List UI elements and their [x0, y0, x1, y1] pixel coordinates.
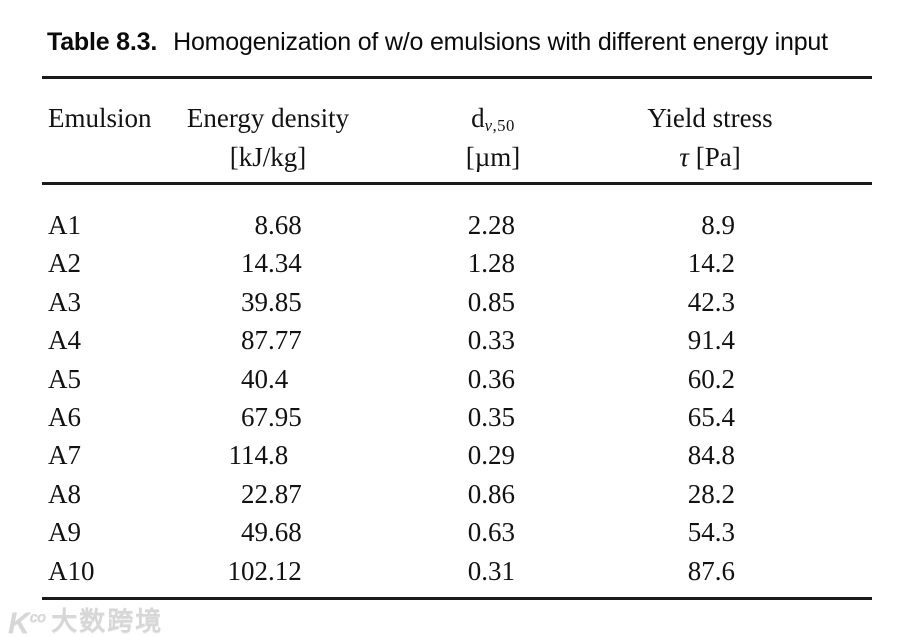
cell-yield-stress: 91.4 — [687, 325, 735, 356]
table-row: A5 40.4 0.36 60.2 — [42, 360, 872, 398]
cell-filler — [820, 283, 872, 321]
cell-filler — [820, 436, 872, 474]
table-title-text: Homogenization of w/o emulsions with dif… — [173, 28, 828, 56]
cell-filler — [820, 513, 872, 551]
cell-energy-density: 40.4 — [241, 363, 289, 394]
table-caption: Table 8.3. Homogenization of w/o emulsion… — [47, 26, 877, 58]
cell-emulsion: A3 — [48, 286, 81, 317]
cell-emulsion: A1 — [48, 210, 81, 240]
header-emulsion-spacer — [48, 138, 150, 177]
cell-energy-density: 14.34 — [241, 248, 302, 279]
cell-energy-density: 114.8 — [228, 440, 289, 471]
cell-emulsion: A2 — [48, 248, 81, 279]
cell-dv50: 0.63 — [467, 517, 515, 548]
cell-emulsion: A10 — [48, 555, 95, 586]
cell-energy-density: 8.68 — [254, 210, 302, 240]
cell-yield-stress: 60.2 — [687, 363, 735, 394]
cell-filler — [820, 552, 872, 590]
cell-energy-density: 87.77 — [241, 325, 302, 356]
cell-yield-stress: 84.8 — [687, 440, 735, 471]
top-rule — [42, 76, 872, 79]
tau-symbol: τ — [679, 142, 689, 172]
cell-filler — [820, 206, 872, 244]
cell-emulsion: A7 — [48, 440, 81, 471]
header-dv50-unit: [µm] — [465, 142, 521, 172]
table-row: A2 14.34 1.28 14.2 — [42, 244, 872, 282]
cell-yield-stress: 54.3 — [687, 517, 735, 548]
cell-dv50: 0.35 — [467, 401, 515, 432]
cell-emulsion: A9 — [48, 517, 81, 548]
cell-yield-stress: 8.9 — [701, 210, 735, 240]
watermark-logo-icon: Kco — [8, 607, 46, 637]
cell-filler — [820, 398, 872, 436]
watermark: Kco 大数跨境 — [8, 603, 163, 637]
cell-energy-density: 49.68 — [241, 517, 302, 548]
header-yield-stress-label: Yield stress — [647, 103, 773, 133]
cell-emulsion: A4 — [48, 325, 81, 356]
table-header: Emulsion Energy density [kJ/kg] dv,50 [µ… — [42, 99, 872, 177]
cell-filler — [820, 475, 872, 513]
header-energy-density-unit: [kJ/kg] — [229, 142, 307, 172]
cell-energy-density: 102.12 — [227, 555, 302, 586]
header-energy-density-label: Energy density — [186, 103, 350, 133]
cell-filler — [820, 244, 872, 282]
cell-dv50: 1.28 — [467, 248, 515, 279]
header-yield-stress-unit: τ [Pa] — [600, 138, 820, 177]
header-energy-density: Energy density [kJ/kg] — [150, 99, 386, 177]
header-dv50: dv,50 [µm] — [386, 99, 600, 177]
cell-filler — [820, 321, 872, 359]
table-row: A4 87.77 0.33 91.4 — [42, 321, 872, 359]
cell-yield-stress: 28.2 — [687, 478, 735, 509]
header-filler — [820, 99, 872, 177]
cell-yield-stress: 14.2 — [687, 248, 735, 279]
cell-yield-stress: 65.4 — [687, 401, 735, 432]
cell-dv50: 0.33 — [467, 325, 515, 356]
header-emulsion-label: Emulsion — [48, 103, 152, 133]
cell-yield-stress: 87.6 — [687, 555, 735, 586]
dv50-symbol: d — [471, 103, 485, 133]
cell-dv50: 2.28 — [467, 210, 515, 240]
cell-emulsion: A5 — [48, 363, 81, 394]
table-row: A8 22.87 0.86 28.2 — [42, 475, 872, 513]
cell-dv50: 0.85 — [467, 286, 515, 317]
cell-energy-density: 39.85 — [241, 286, 302, 317]
table-row: A10 102.12 0.31 87.6 — [42, 552, 872, 590]
table-row: A1 8.68 2.28 8.9 — [42, 206, 872, 244]
table-row: A9 49.68 0.63 54.3 — [42, 513, 872, 551]
table-body: A1 8.68 2.28 8.9 A2 14.34 1.28 14.2 A3 3… — [42, 206, 872, 590]
cell-filler — [820, 360, 872, 398]
cell-dv50: 0.29 — [467, 440, 515, 471]
table-number: Table 8.3. — [47, 28, 158, 56]
pa-unit: [Pa] — [695, 142, 741, 172]
table-row: A6 67.95 0.35 65.4 — [42, 398, 872, 436]
header-rule — [42, 182, 872, 185]
cell-emulsion: A6 — [48, 401, 81, 432]
bottom-rule — [42, 597, 872, 600]
cell-dv50: 0.36 — [467, 363, 515, 394]
cell-dv50: 0.31 — [467, 555, 515, 586]
table-row: A3 39.85 0.85 42.3 — [42, 283, 872, 321]
table-row: A7 114.8 0.29 84.8 — [42, 436, 872, 474]
header-yield-stress: Yield stress τ [Pa] — [600, 99, 820, 177]
watermark-text: 大数跨境 — [51, 606, 164, 636]
cell-emulsion: A8 — [48, 478, 81, 509]
cell-dv50: 0.86 — [467, 478, 515, 509]
dv50-subscript: v,50 — [484, 116, 515, 136]
cell-energy-density: 67.95 — [241, 401, 302, 432]
header-dv50-label: dv,50 — [386, 99, 600, 138]
header-emulsion: Emulsion — [42, 99, 152, 177]
cell-energy-density: 22.87 — [241, 478, 302, 509]
cell-yield-stress: 42.3 — [687, 286, 735, 317]
